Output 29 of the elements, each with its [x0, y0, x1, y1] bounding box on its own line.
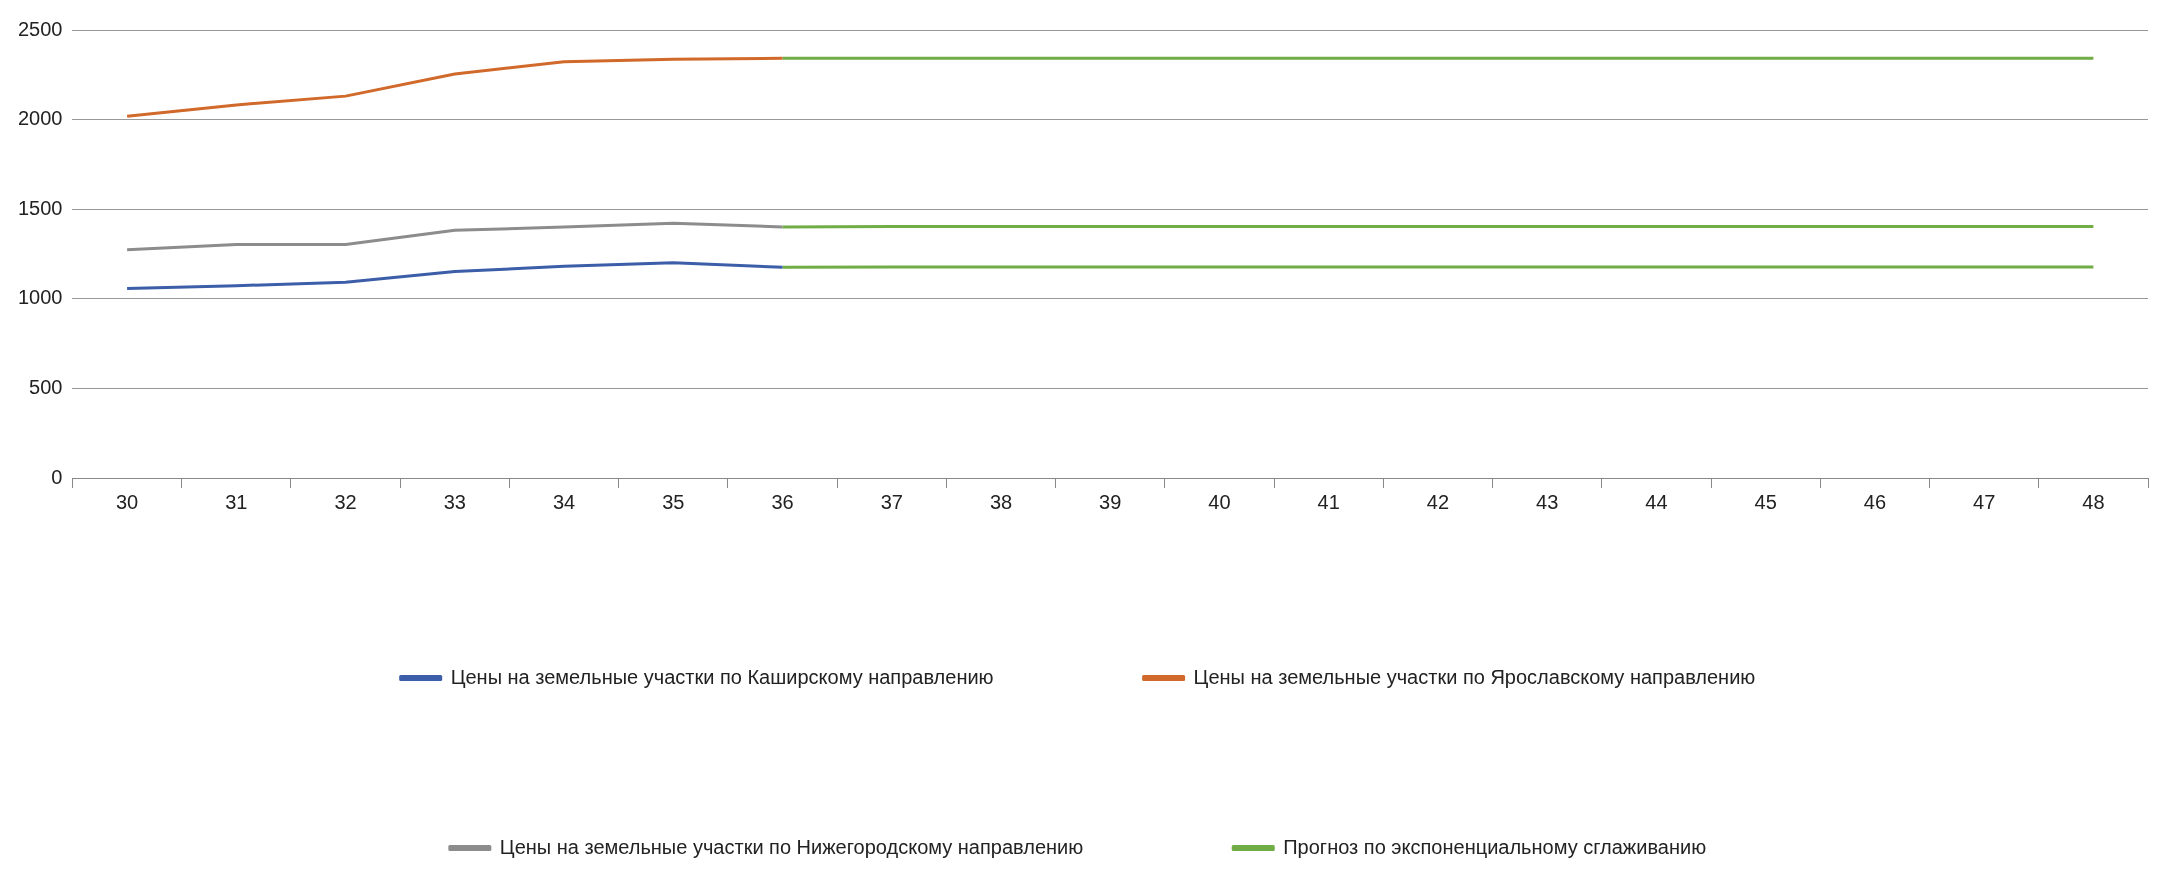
- y-tick-label: 1000: [17, 286, 63, 309]
- y-tick-label: 2000: [17, 107, 63, 130]
- x-tick-label: 43: [1536, 490, 1559, 513]
- legend-label: Цены на земельные участки по Нижегородскому направлению: [499, 835, 1084, 858]
- x-tick-label: 39: [1099, 490, 1122, 513]
- x-tick-label: 42: [1426, 490, 1450, 513]
- x-tick-label: 30: [115, 490, 139, 513]
- x-tick-label: 36: [771, 490, 794, 513]
- x-tick-label: 33: [443, 490, 466, 513]
- x-tick-label: 45: [1754, 490, 1777, 513]
- legend-label: Цены на земельные участки по Каширскому направлению: [450, 665, 994, 688]
- x-tick-label: 34: [552, 490, 576, 513]
- x-tick-label: 44: [1645, 490, 1668, 513]
- x-tick-label: 46: [1863, 490, 1887, 513]
- x-tick-label: 40: [1208, 490, 1231, 513]
- legend-label: Прогноз по экспоненциальному сглаживанию: [1283, 835, 1707, 858]
- x-tick-label: 48: [2082, 490, 2105, 513]
- x-tick-label: 32: [334, 490, 357, 513]
- x-tick-label: 35: [662, 490, 685, 513]
- x-tick-label: 47: [1973, 490, 1996, 513]
- y-tick-label: 1500: [17, 196, 63, 219]
- y-tick-label: 0: [51, 465, 63, 488]
- x-tick-label: 37: [880, 490, 903, 513]
- legend-label: Цены на земельные участки по Ярославскому направлению: [1193, 665, 1756, 688]
- y-tick-label: 2500: [17, 17, 63, 40]
- x-tick-label: 41: [1317, 490, 1340, 513]
- x-tick-label: 31: [225, 490, 248, 513]
- x-tick-label: 38: [989, 490, 1013, 513]
- y-tick-label: 500: [29, 375, 63, 398]
